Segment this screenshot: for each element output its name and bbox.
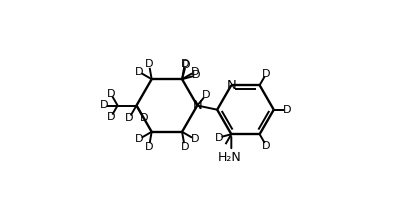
Text: D: D bbox=[262, 69, 271, 79]
Text: H₂N: H₂N bbox=[217, 151, 241, 164]
Text: D: D bbox=[107, 112, 115, 122]
Text: D: D bbox=[134, 134, 143, 144]
Text: D: D bbox=[107, 89, 115, 99]
Text: D: D bbox=[191, 67, 199, 77]
Text: D: D bbox=[180, 60, 189, 69]
Text: D: D bbox=[283, 105, 291, 115]
Text: D: D bbox=[145, 142, 153, 151]
Text: D: D bbox=[262, 141, 271, 150]
Text: D: D bbox=[134, 67, 143, 77]
Text: D: D bbox=[214, 133, 223, 143]
Text: D: D bbox=[201, 91, 210, 100]
Text: D: D bbox=[191, 134, 199, 144]
Text: D: D bbox=[145, 60, 153, 69]
Text: D: D bbox=[182, 60, 190, 70]
Text: D: D bbox=[125, 114, 133, 123]
Text: D: D bbox=[100, 100, 108, 111]
Text: D: D bbox=[180, 142, 189, 151]
Text: N: N bbox=[192, 99, 202, 112]
Text: D: D bbox=[192, 70, 201, 80]
Text: D: D bbox=[140, 114, 148, 123]
Text: N: N bbox=[226, 79, 236, 92]
